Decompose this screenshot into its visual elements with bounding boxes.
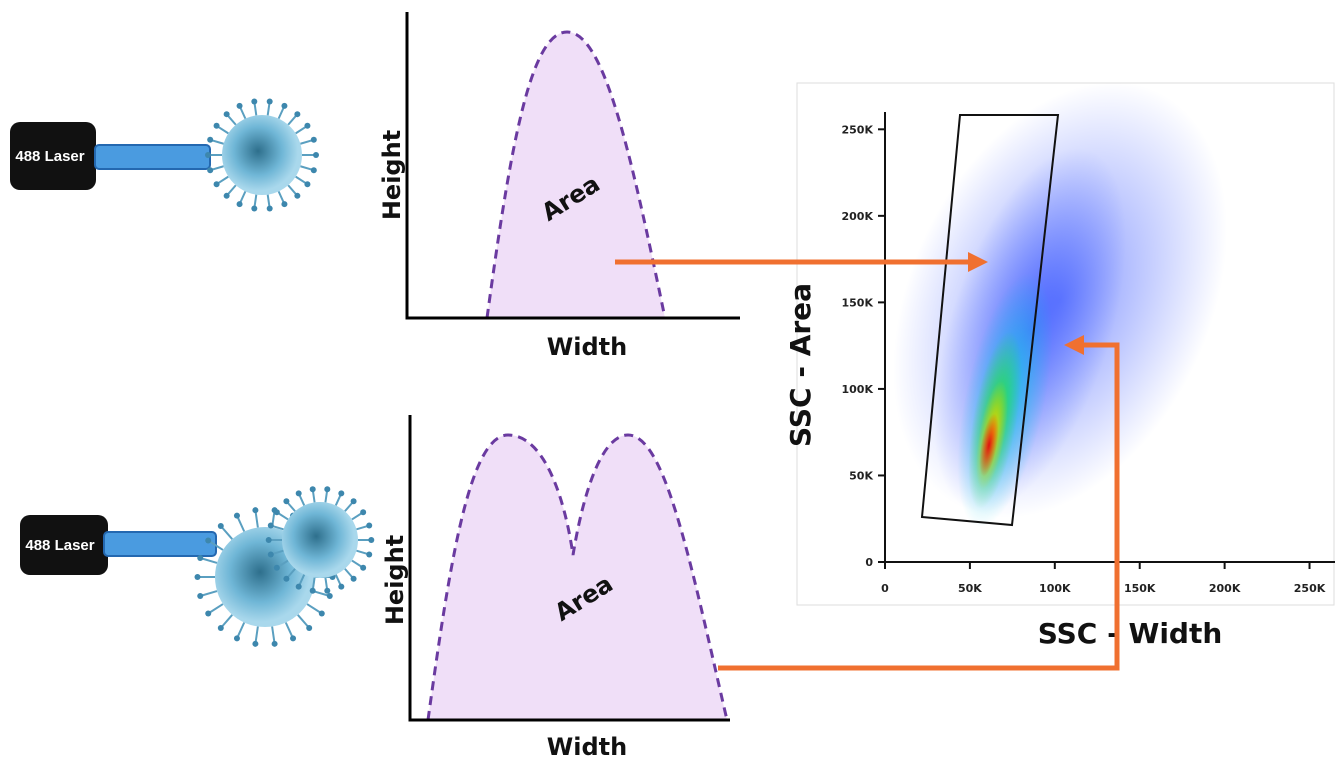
spike-tip — [368, 537, 375, 543]
x-axis-title: SSC - Width — [1038, 617, 1223, 650]
spike-tip — [281, 201, 288, 208]
y-tick-label: 250K — [842, 123, 874, 136]
virus — [265, 486, 375, 594]
y-label: Height — [378, 130, 406, 220]
spike-tip — [360, 564, 367, 571]
laser-top: 488 Laser — [10, 122, 211, 190]
spike-tip — [267, 551, 274, 558]
spike-tip — [324, 587, 331, 594]
spike-tip — [310, 167, 317, 174]
spike-tip — [213, 181, 220, 188]
x-tick-label: 0 — [881, 582, 889, 595]
spike-tip — [236, 201, 243, 208]
gate — [920, 114, 1060, 527]
y-tick-label: 200K — [842, 210, 874, 223]
x-label: Width — [547, 333, 627, 361]
x-tick-label: 50K — [958, 582, 982, 595]
spike-tip — [205, 610, 212, 617]
spike-tip — [310, 136, 317, 143]
spike-tip — [338, 583, 345, 590]
spike-tip — [205, 537, 212, 544]
spike-tip — [197, 593, 204, 600]
spike-tip — [283, 575, 290, 582]
scatter-plot: SSC - Area SSC - Width 0 50K 100K 150K 200K 2… — [784, 82, 1335, 650]
spike-tip — [273, 509, 280, 516]
spike-tip — [197, 554, 204, 561]
spike-tip — [217, 625, 224, 632]
spike-tip — [236, 102, 243, 109]
spike-tip — [295, 583, 302, 590]
y-label: Height — [381, 535, 409, 625]
spike-tip — [251, 205, 258, 212]
pulse-bottom: Height Width Area — [381, 415, 730, 759]
x-tick-label: 150K — [1124, 582, 1156, 595]
spike-tip — [223, 111, 230, 118]
spike-tip — [271, 640, 278, 647]
virus-body — [282, 502, 358, 578]
spike-tip — [326, 593, 333, 600]
spike-tip — [213, 122, 220, 129]
spike-tip — [309, 587, 316, 594]
y-tick-label: 50K — [849, 469, 873, 482]
spike-tip — [350, 498, 357, 505]
density-cloud — [892, 82, 1228, 528]
spike-tip — [324, 486, 331, 493]
spike-tip — [266, 98, 273, 105]
spike-tip — [304, 122, 311, 129]
spike-tip — [318, 610, 325, 617]
spike-tip — [294, 192, 301, 199]
virus — [205, 98, 319, 212]
y-tick-label: 0 — [865, 556, 873, 569]
spike-tip — [366, 522, 373, 529]
spike-tip — [217, 522, 224, 529]
y-tick-label: 150K — [842, 296, 874, 309]
y-tick-label: 100K — [842, 383, 874, 396]
virus-body — [222, 115, 302, 195]
laser-label: 488 Laser — [25, 537, 94, 554]
spike-tip — [313, 152, 319, 158]
x-tick-label: 250K — [1294, 582, 1326, 595]
spike-tip — [283, 498, 290, 505]
arrows — [615, 259, 1120, 671]
spike-tip — [223, 192, 230, 199]
spike-tip — [294, 111, 301, 118]
spike-tip — [306, 625, 313, 632]
spike-tip — [207, 167, 214, 174]
y-axis-title: SSC - Area — [784, 283, 817, 447]
spike-tip — [252, 507, 259, 514]
spike-tip — [252, 640, 259, 647]
spike-tip — [338, 490, 345, 497]
x-tick-label: 200K — [1209, 582, 1241, 595]
laser-label: 488 Laser — [15, 148, 84, 165]
spike-tip — [290, 635, 297, 642]
spike-tip — [251, 98, 258, 105]
spike-tip — [205, 152, 211, 158]
x-label: Width — [547, 733, 627, 759]
spike-tip — [233, 635, 240, 642]
spike-tip — [281, 102, 288, 109]
pulse-top: Height Width Area — [378, 12, 740, 361]
spike-tip — [360, 509, 367, 516]
spike-tip — [273, 564, 280, 571]
spike-tip — [366, 551, 373, 558]
x-tick-label: 100K — [1039, 582, 1071, 595]
spike-tip — [309, 486, 316, 493]
spike-tip — [350, 575, 357, 582]
spike-tip — [295, 490, 302, 497]
arrow-head — [1064, 335, 1084, 355]
spike-tip — [267, 522, 274, 529]
arrow-head — [968, 252, 988, 272]
spike-tip — [233, 512, 240, 519]
spike-tip — [265, 537, 272, 543]
spike-tip — [304, 181, 311, 188]
laser-bottom: 488 Laser — [20, 515, 217, 575]
spike-tip — [266, 205, 273, 212]
spike-tip — [207, 136, 214, 143]
spike-tip — [194, 574, 201, 580]
